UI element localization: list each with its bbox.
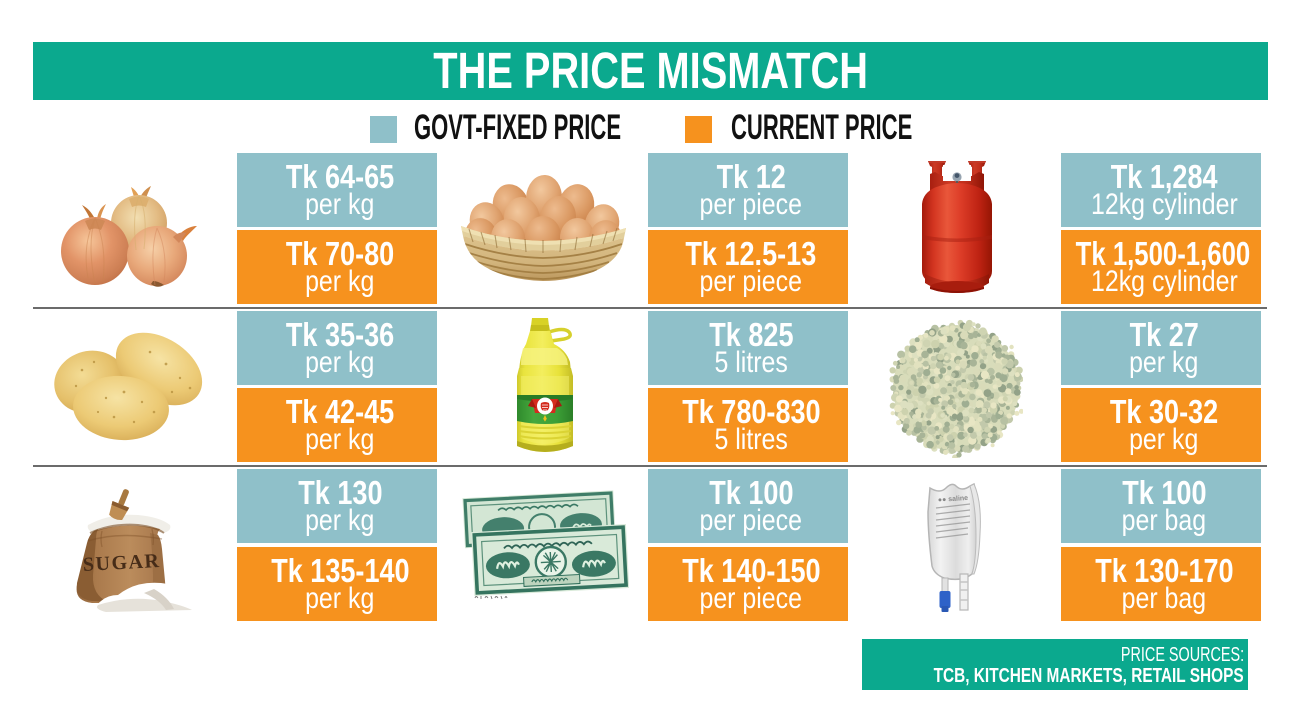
svg-text:●● saline: ●● saline bbox=[938, 495, 969, 504]
svg-text:SUGAR: SUGAR bbox=[82, 550, 161, 576]
